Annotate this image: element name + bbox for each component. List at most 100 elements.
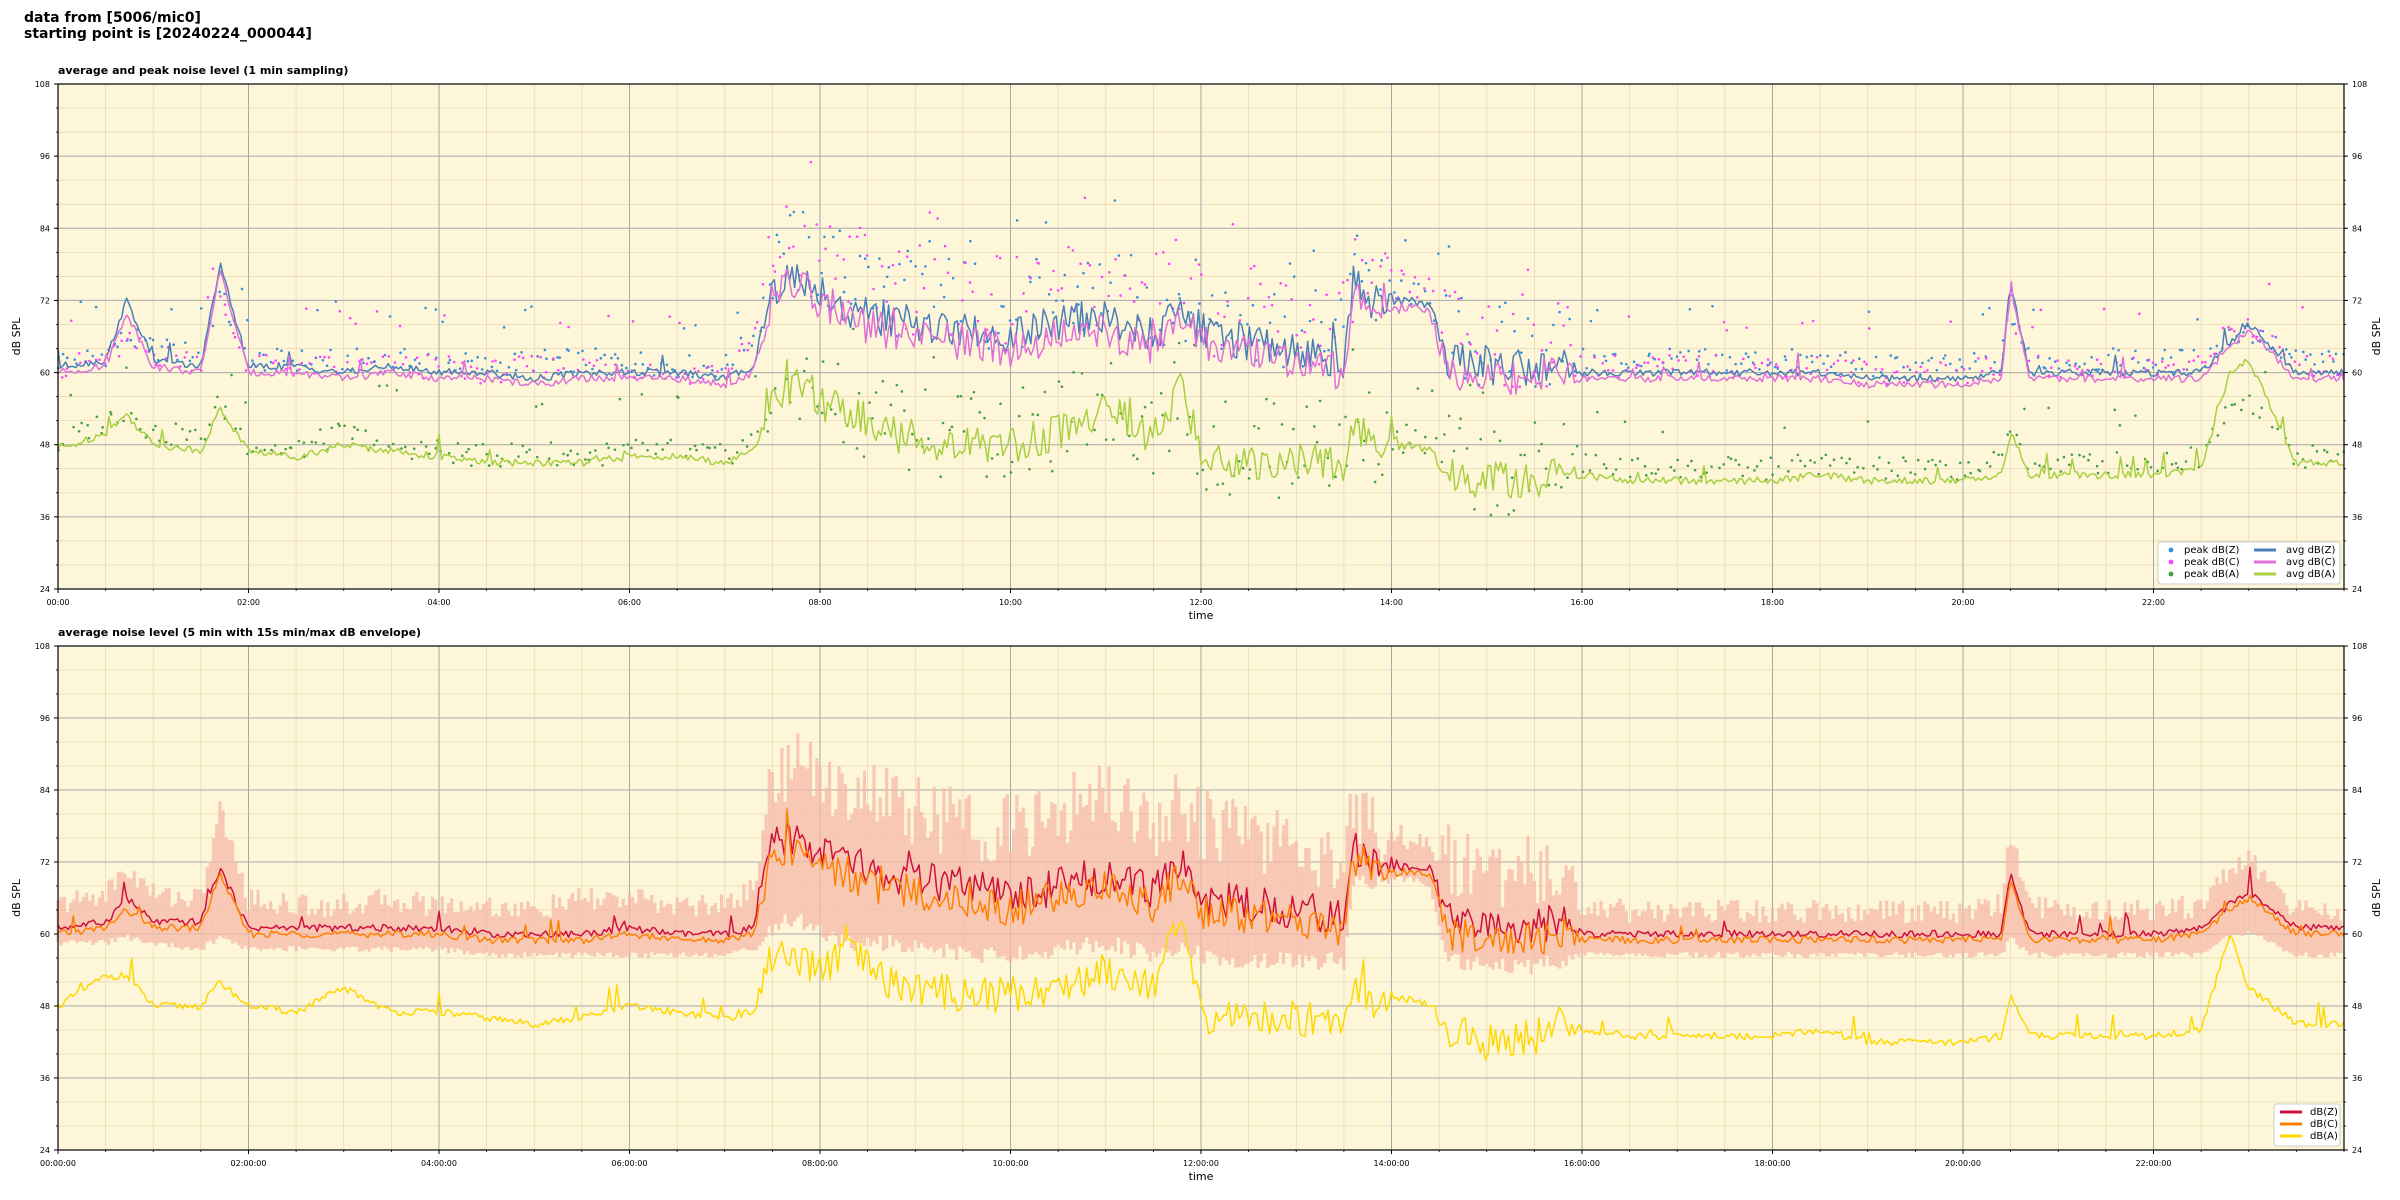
series-line-dB(C) — [57, 808, 2345, 955]
peak-point-peak dB(A) — [1205, 488, 1208, 491]
peak-point-peak dB(Z) — [1467, 341, 1471, 344]
peak-point-peak dB(Z) — [229, 323, 232, 327]
peak-point-peak dB(Z) — [1165, 298, 1169, 302]
peak-point-peak dB(C) — [1657, 357, 1661, 361]
peak-point-peak dB(Z) — [1790, 348, 1794, 351]
peak-point-peak dB(A) — [336, 422, 340, 426]
peak-point-peak dB(Z) — [218, 290, 221, 294]
peak-point-peak dB(Z) — [1432, 319, 1436, 322]
peak-point-peak dB(C) — [219, 295, 222, 298]
peak-point-peak dB(Z) — [79, 300, 83, 304]
peak-point-peak dB(A) — [911, 432, 914, 436]
peak-point-peak dB(A) — [1878, 456, 1881, 459]
peak-point-peak dB(A) — [387, 445, 391, 448]
peak-point-peak dB(Z) — [1447, 245, 1451, 248]
peak-point-peak dB(A) — [213, 405, 217, 409]
peak-point-peak dB(A) — [1554, 483, 1557, 486]
y-tick-label: 72 — [40, 858, 50, 867]
peak-point-peak dB(Z) — [1679, 351, 1682, 354]
peak-point-peak dB(Z) — [1246, 322, 1249, 326]
peak-point-peak dB(A) — [1840, 456, 1843, 460]
peak-point-peak dB(Z) — [1047, 292, 1051, 296]
peak-point-peak dB(A) — [1611, 472, 1615, 476]
peak-point-peak dB(C) — [531, 369, 535, 372]
peak-point-peak dB(A) — [654, 452, 658, 456]
peak-point-peak dB(C) — [2099, 362, 2103, 366]
peak-point-peak dB(Z) — [1404, 239, 1407, 242]
y-tick-label-right: 36 — [2352, 513, 2362, 522]
peak-point-peak dB(A) — [188, 429, 192, 433]
peak-point-peak dB(Z) — [223, 292, 226, 296]
peak-point-peak dB(Z) — [688, 354, 691, 357]
peak-point-peak dB(A) — [525, 450, 528, 454]
peak-point-peak dB(A) — [1401, 451, 1405, 454]
peak-point-peak dB(A) — [1630, 458, 1634, 462]
peak-point-peak dB(A) — [1533, 421, 1537, 424]
peak-point-peak dB(A) — [1769, 456, 1773, 460]
peak-point-peak dB(C) — [426, 353, 430, 357]
peak-point-peak dB(A) — [907, 468, 911, 472]
peak-point-peak dB(Z) — [295, 369, 299, 373]
peak-point-peak dB(Z) — [1342, 325, 1345, 328]
peak-point-peak dB(Z) — [1129, 253, 1133, 257]
peak-point-peak dB(A) — [1562, 422, 1566, 426]
peak-point-peak dB(A) — [2038, 464, 2041, 467]
peak-point-peak dB(A) — [555, 463, 559, 467]
peak-point-peak dB(Z) — [458, 367, 462, 370]
peak-point-peak dB(Z) — [768, 283, 772, 286]
peak-point-peak dB(C) — [964, 261, 967, 265]
peak-point-peak dB(A) — [1305, 405, 1309, 408]
peak-point-peak dB(C) — [1893, 371, 1897, 374]
peak-point-peak dB(A) — [1809, 459, 1812, 462]
peak-point-peak dB(C) — [1158, 302, 1162, 305]
peak-point-peak dB(C) — [1569, 343, 1573, 347]
peak-point-peak dB(Z) — [914, 264, 917, 268]
peak-point-peak dB(C) — [1865, 362, 1868, 366]
peak-point-peak dB(C) — [447, 355, 451, 358]
peak-point-peak dB(A) — [80, 421, 83, 425]
peak-point-peak dB(C) — [1060, 287, 1064, 290]
peak-point-peak dB(A) — [1566, 476, 1569, 479]
peak-point-peak dB(C) — [552, 357, 555, 360]
peak-point-peak dB(A) — [666, 441, 669, 445]
peak-point-peak dB(A) — [1722, 463, 1726, 466]
peak-point-peak dB(Z) — [1210, 294, 1214, 297]
peak-point-peak dB(Z) — [878, 257, 881, 260]
peak-point-peak dB(Z) — [882, 285, 886, 288]
peak-point-peak dB(A) — [338, 424, 341, 428]
x-tick-label: 00:00:00 — [40, 1159, 76, 1168]
peak-point-peak dB(Z) — [1292, 275, 1296, 278]
peak-point-peak dB(Z) — [1400, 279, 1403, 282]
peak-point-peak dB(C) — [1174, 238, 1178, 242]
peak-point-peak dB(Z) — [2215, 344, 2219, 348]
peak-point-peak dB(C) — [710, 364, 714, 368]
figure-header-line1: data from [5006/mic0] — [24, 10, 201, 26]
peak-point-peak dB(C) — [1319, 344, 1322, 348]
legend-label-dB(C): dB(C) — [2310, 1119, 2338, 1130]
peak-point-peak dB(A) — [607, 446, 610, 450]
peak-point-peak dB(Z) — [1552, 323, 1555, 327]
y-axis-label-right: dB SPL — [2370, 878, 2383, 917]
peak-point-peak dB(A) — [2070, 453, 2074, 456]
peak-point-peak dB(C) — [1114, 257, 1117, 261]
peak-point-peak dB(Z) — [188, 359, 192, 363]
peak-point-peak dB(A) — [1481, 391, 1485, 394]
peak-point-peak dB(Z) — [1889, 354, 1893, 357]
peak-point-peak dB(Z) — [2078, 365, 2081, 369]
peak-point-peak dB(C) — [792, 245, 795, 248]
peak-point-peak dB(Z) — [325, 364, 329, 368]
peak-point-peak dB(A) — [895, 383, 899, 387]
peak-point-peak dB(A) — [2118, 424, 2122, 427]
peak-point-peak dB(C) — [1867, 327, 1871, 330]
y-tick-label-right: 48 — [2352, 441, 2362, 450]
peak-point-peak dB(A) — [1292, 427, 1295, 431]
legend-label-avg dB(A): avg dB(A) — [2286, 569, 2336, 580]
peak-point-peak dB(A) — [487, 464, 491, 467]
peak-point-peak dB(Z) — [1530, 334, 1534, 338]
peak-point-peak dB(C) — [223, 303, 227, 306]
peak-point-peak dB(Z) — [1534, 385, 1537, 388]
peak-point-peak dB(C) — [2259, 329, 2262, 332]
peak-point-peak dB(Z) — [1063, 273, 1067, 277]
peak-point-peak dB(Z) — [1444, 294, 1448, 297]
peak-point-peak dB(Z) — [1769, 361, 1772, 364]
